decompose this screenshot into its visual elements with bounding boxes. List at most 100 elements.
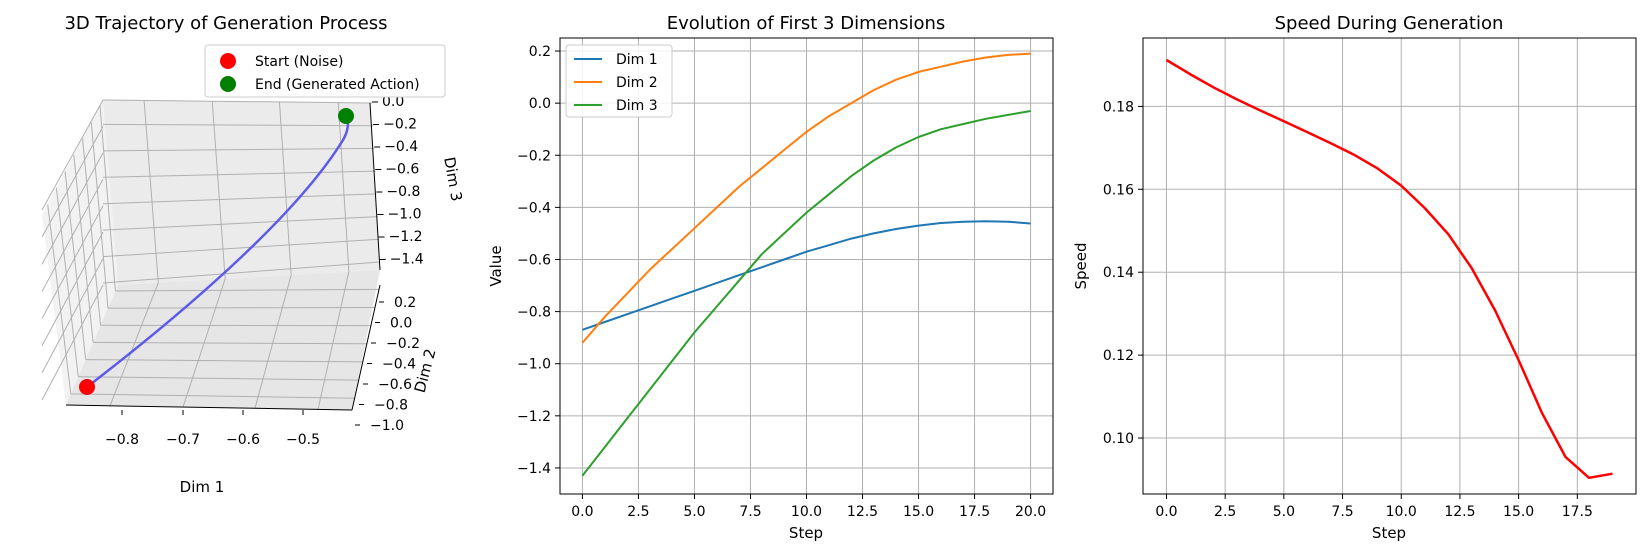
- speed-y-tick-label-0: 0.10: [1103, 431, 1134, 447]
- evolution-x-tick-label-2: 5.0: [683, 504, 705, 520]
- evolution-y-tick-label-5: −0.4: [517, 200, 551, 216]
- panel-3d-trajectory: 3D Trajectory of Generation Process −0.8…: [41, 13, 466, 496]
- grid-3d-wall-z-7: [41, 284, 104, 401]
- pane-floor: [66, 270, 380, 410]
- speed-x-tick-label-2: 5.0: [1273, 504, 1295, 520]
- grid-3d-wall-y-0: [99, 105, 116, 292]
- evolution-legend-box: [565, 44, 673, 118]
- grid-3d-back-x-3: [337, 102, 350, 272]
- evolution-x-tick-label-3: 7.5: [739, 504, 761, 520]
- evolution-series: [581, 52, 1031, 477]
- speed-y-tick-label-2: 0.14: [1103, 265, 1134, 281]
- evolution-series-line-0: [582, 220, 1031, 331]
- grid-3d-back-z-0: [102, 99, 373, 104]
- grid-3d-back-z-1: [102, 123, 374, 127]
- evolution-x-axis-label: Step: [789, 524, 823, 542]
- evolution-y-tick-label-0: −1.4: [517, 461, 551, 477]
- z-axis-3d-ticks: 0.0 −0.2 −0.4 −0.6 −0.8 −1.0 −1.2 −1.4: [372, 94, 424, 268]
- trajectory-line: [86, 115, 350, 388]
- speed-y-axis-label: Speed: [1072, 242, 1090, 289]
- grid-3d-wall-y-5: [55, 187, 79, 377]
- speed-x-axis-label: Step: [1372, 524, 1406, 542]
- legend-end-label: End (Generated Action): [255, 77, 420, 93]
- legend-start-label: Start (Noise): [255, 54, 343, 70]
- panel-evolution: Evolution of First 3 Dimensions 0.0 2.5 5.…: [487, 13, 1054, 542]
- legend-3d: Start (Noise) End (Generated Action): [204, 44, 446, 98]
- legend-end-marker: [220, 76, 236, 92]
- x-3d-tick-label-1: −0.7: [166, 432, 200, 448]
- evolution-y-tick-label-4: −0.6: [517, 252, 551, 268]
- z-3d-tick-label-1: −0.2: [383, 117, 417, 133]
- grid-3d-floor-x-0: [109, 282, 159, 406]
- z-3d-tick-label-3: −0.6: [385, 162, 419, 178]
- evolution-y-tick-label-8: 0.2: [529, 44, 551, 60]
- y-3d-tick-label-1: 0.0: [390, 316, 412, 332]
- speed-x-tick-label-1: 2.5: [1214, 504, 1236, 520]
- legend-3d-box: [204, 44, 446, 98]
- grid-3d-wall-y-6: [47, 204, 72, 394]
- grid-3d-wall-y-3: [73, 154, 94, 343]
- z-3d-tick-label-7: −1.4: [390, 252, 424, 268]
- speed-y-ticks: 0.10 0.12 0.14 0.16 0.18: [1103, 99, 1143, 447]
- grid-3d-floor-y-3: [93, 341, 367, 345]
- y-axis-label-3d: Dim 2: [411, 347, 440, 395]
- pane-left: [42, 100, 118, 405]
- y-3d-tick-label-2: −0.2: [386, 336, 420, 352]
- grid-3d-floor-y-0: [115, 288, 379, 292]
- grid-3d-wall-z-5: [41, 231, 104, 346]
- chart-title-3d: 3D Trajectory of Generation Process: [64, 13, 387, 34]
- evolution-y-tick-label-6: −0.2: [517, 148, 551, 164]
- x-3d-tick-label-3: −0.5: [286, 432, 320, 448]
- speed-x-tick-label-0: 0.0: [1155, 504, 1177, 520]
- evolution-legend: Dim 1 Dim 2 Dim 3: [565, 44, 673, 118]
- evolution-x-tick-label-1: 2.5: [627, 504, 649, 520]
- speed-grid: [1143, 38, 1636, 494]
- grid-3d-wall-z-6: [41, 258, 104, 374]
- pane-back: [103, 100, 380, 285]
- evolution-y-ticks: −1.4 −1.2 −1.0 −0.8 −0.6 −0.4 −0.2 0.0 0.2: [517, 44, 560, 477]
- evolution-y-tick-label-1: −1.2: [517, 409, 551, 425]
- z-3d-tick-label-5: −1.0: [388, 207, 422, 223]
- x-3d-tick-label-2: −0.6: [226, 432, 260, 448]
- evolution-x-tick-label-8: 20.0: [1015, 504, 1046, 520]
- speed-x-tick-label-4: 10.0: [1386, 504, 1417, 520]
- grid-3d-wall-y-1: [90, 122, 109, 309]
- speed-axes-frame: [1142, 37, 1637, 495]
- z-3d-tick-label-2: −0.4: [384, 139, 418, 155]
- evolution-x-tick-label-5: 12.5: [847, 504, 878, 520]
- legend-start-marker: [220, 53, 236, 69]
- grid-3d-floor-y-6: [70, 393, 355, 399]
- y-3d-tick-label-3: −0.4: [382, 357, 416, 373]
- panel-speed: Speed During Generation 0.0 2.5 5.0 7.5 10.0…: [1072, 13, 1637, 542]
- evolution-y-tick-label-2: −1.0: [517, 357, 551, 373]
- evolution-series-line-1: [581, 52, 1031, 344]
- grid-3d-floor-y-4: [85, 359, 363, 363]
- grid-3d-floor-x-3: [317, 271, 350, 410]
- evolution-x-tick-label-7: 17.5: [959, 504, 990, 520]
- grid-3d-back-z-2: [102, 147, 375, 152]
- evolution-x-tick-label-0: 0.0: [571, 504, 593, 520]
- speed-series-line-0: [1165, 58, 1613, 480]
- grid-3d-wall-z-2: [41, 152, 104, 265]
- evolution-x-ticks: 0.0 2.5 5.0 7.5 10.0 12.5 15.0 17.5 20.0: [571, 494, 1046, 520]
- speed-y-tick-label-3: 0.16: [1103, 182, 1134, 198]
- speed-x-tick-label-3: 7.5: [1331, 504, 1353, 520]
- grid-3d-floor-y-1: [107, 306, 375, 309]
- speed-y-tick-label-1: 0.12: [1103, 348, 1134, 364]
- grid-3d-back-x-2: [278, 101, 292, 276]
- start-point-marker: [79, 379, 95, 395]
- evolution-legend-label-0: Dim 1: [616, 52, 658, 68]
- evolution-y-axis-label: Value: [487, 245, 505, 286]
- grid-3d-wall-z-0: [41, 99, 104, 211]
- grid-3d-back-x-0: [143, 100, 159, 283]
- grid-3d-wall-y-2: [82, 138, 102, 326]
- evolution-legend-label-2: Dim 3: [616, 98, 658, 114]
- grid-3d-back-z-3: [102, 170, 376, 178]
- y-3d-tick-label-5: −0.8: [374, 398, 408, 414]
- evolution-x-tick-label-4: 10.0: [791, 504, 822, 520]
- grid-3d-floor-y-5: [78, 376, 359, 381]
- speed-x-tick-label-6: 15.0: [1503, 504, 1534, 520]
- speed-x-tick-label-7: 17.5: [1562, 504, 1593, 520]
- evolution-y-tick-label-3: −0.8: [517, 305, 551, 321]
